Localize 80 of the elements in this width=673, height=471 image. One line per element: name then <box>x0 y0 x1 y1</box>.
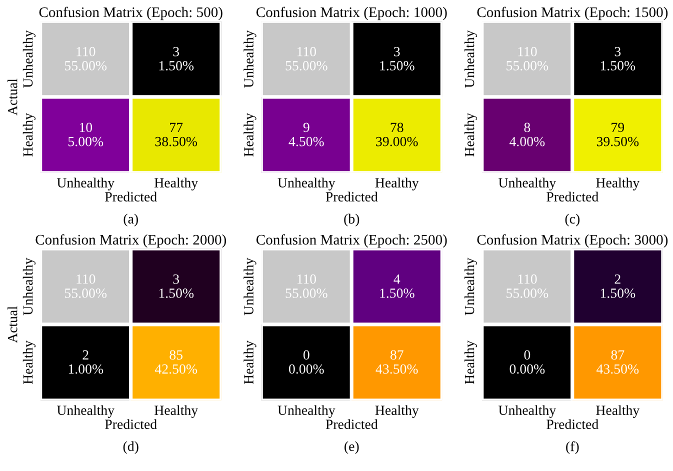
y-tick-label: Unhealthy <box>464 258 478 316</box>
chart-title: Confusion Matrix (Epoch: 3000) <box>477 234 668 248</box>
chart-title: Confusion Matrix (Epoch: 500) <box>39 6 222 20</box>
y-tick-label: Healthy <box>244 113 256 157</box>
annotation: 43.50% <box>596 364 639 374</box>
x-axis-title: Predicted <box>105 192 157 202</box>
annotation: 0.00% <box>510 364 545 374</box>
text: (f) <box>566 441 579 454</box>
annotation: 43.50% <box>376 364 418 374</box>
y-axis-title: Actual <box>8 306 18 343</box>
x-tick-label: Unhealthy <box>56 178 114 190</box>
annotation: 38.50% <box>155 136 198 146</box>
annotation: 1.00% <box>68 364 104 374</box>
x-tick-label: Unhealthy <box>56 405 114 418</box>
x-axis-title: Predicted <box>546 419 598 430</box>
chart-title: Confusion Matrix (Epoch: 2000) <box>36 234 226 248</box>
text: (c) <box>565 214 580 226</box>
x-tick-label: Unhealthy <box>498 405 556 418</box>
data-label: 77 <box>170 122 183 132</box>
data-label: 10 <box>80 122 92 132</box>
x-tick-label: Healthy <box>154 178 198 190</box>
data-label: 0 <box>524 350 530 360</box>
annotation: 4.50% <box>288 136 324 146</box>
data-label: 9 <box>303 122 310 132</box>
annotation: 4.00% <box>510 136 545 146</box>
annotation: 1.50% <box>380 61 414 70</box>
data-label: 3 <box>614 46 621 56</box>
data-label: 3 <box>173 46 180 56</box>
data-label: 0 <box>303 350 310 360</box>
annotation: 39.50% <box>596 136 639 146</box>
x-tick-label: Unhealthy <box>278 178 336 190</box>
annotation: 1.50% <box>380 288 414 298</box>
annotation: 1.50% <box>159 61 194 70</box>
data-label: 8 <box>524 122 530 132</box>
data-label: 79 <box>612 122 624 132</box>
text: (a) <box>124 214 138 226</box>
data-label: 2 <box>82 350 88 360</box>
x-tick-label: Unhealthy <box>498 178 556 190</box>
x-tick-label: Healthy <box>375 178 419 190</box>
data-label: 3 <box>173 274 180 284</box>
data-label: 3 <box>394 46 400 56</box>
annotation: 5.00% <box>68 136 104 146</box>
annotation: 42.50% <box>154 364 198 374</box>
data-label: 87 <box>390 350 404 360</box>
data-label: 85 <box>170 350 183 360</box>
y-tick-label: Unhealthy <box>244 258 256 316</box>
y-tick-label: Unhealthy <box>464 30 478 88</box>
text: (d) <box>123 441 138 454</box>
x-axis-title: Predicted <box>105 419 157 430</box>
y-tick-label: Healthy <box>22 113 36 157</box>
x-tick-label: Healthy <box>596 178 640 190</box>
y-tick-label: Healthy <box>464 340 478 384</box>
x-tick-label: Healthy <box>154 405 198 418</box>
y-tick-label: Healthy <box>464 113 478 157</box>
x-tick-label: Unhealthy <box>278 405 336 418</box>
annotation: 0.00% <box>288 364 324 374</box>
annotation: 1.50% <box>600 288 636 298</box>
annotation: 1.50% <box>159 288 194 298</box>
text: (e) <box>344 441 359 454</box>
chart-title: Confusion Matrix (Epoch: 1500) <box>477 6 668 20</box>
chart-title: Confusion Matrix (Epoch: 2500) <box>256 234 447 248</box>
y-tick-label: Unhealthy <box>22 258 36 316</box>
x-axis-title: Predicted <box>546 192 598 202</box>
x-tick-label: Healthy <box>596 405 640 418</box>
data-label: 4 <box>394 274 400 284</box>
x-axis-title: Predicted <box>326 419 378 430</box>
annotation: 1.50% <box>600 61 636 70</box>
data-label: 78 <box>390 122 404 132</box>
x-tick-label: Healthy <box>375 405 419 418</box>
text: (b) <box>344 214 360 226</box>
annotation: 39.00% <box>376 136 418 146</box>
y-tick-label: Healthy <box>244 340 256 384</box>
y-tick-label: Unhealthy <box>244 30 256 88</box>
data-label: 2 <box>614 274 620 284</box>
x-axis-title: Predicted <box>326 192 378 202</box>
data-label: 87 <box>611 350 624 360</box>
y-tick-label: Unhealthy <box>22 30 36 88</box>
y-axis-title: Actual <box>8 78 18 116</box>
y-tick-label: Healthy <box>22 340 36 384</box>
chart-title: Confusion Matrix (Epoch: 1000) <box>256 6 447 20</box>
